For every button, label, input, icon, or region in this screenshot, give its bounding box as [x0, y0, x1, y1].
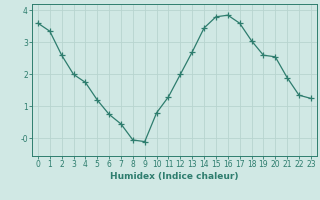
X-axis label: Humidex (Indice chaleur): Humidex (Indice chaleur) [110, 172, 239, 181]
